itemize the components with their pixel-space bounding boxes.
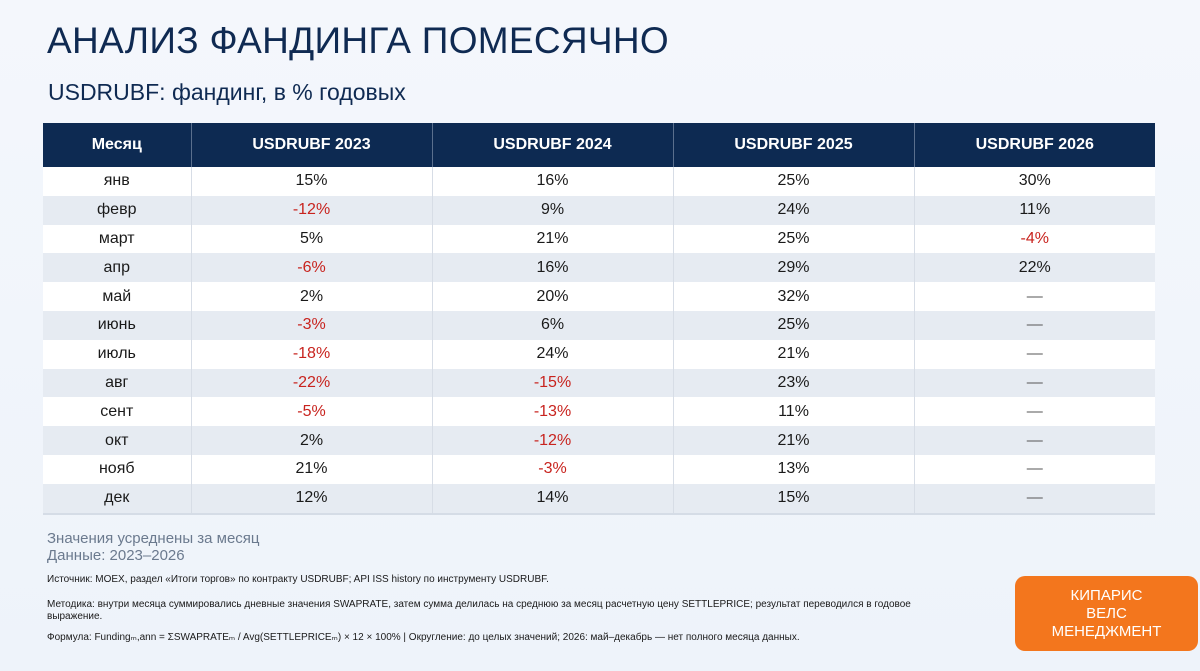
table-row: сент -5% -13% 11% — [43,397,1155,427]
funding-value-cell: — [914,454,1155,484]
funding-value-cell: 21% [673,339,915,369]
funding-value-cell: 11% [673,397,915,427]
funding-value-cell: -18% [191,339,433,369]
funding-value-cell: 15% [191,167,433,196]
funding-value-cell: 20% [432,282,674,311]
funding-value-cell: 11% [914,195,1155,225]
funding-value-cell: — [914,339,1155,369]
table-row: апр -6% 16% 29% 22% [43,253,1155,283]
month-cell: февр [43,195,192,225]
funding-value-cell: — [914,368,1155,398]
funding-value-cell: 25% [673,224,915,254]
table-row: февр -12% 9% 24% 11% [43,195,1155,225]
company-logo: КИПАРИС ВЕЛС МЕНЕДЖМЕНТ [1015,576,1198,651]
table-row: июль -18% 24% 21% — [43,339,1155,369]
month-cell: май [43,282,192,311]
funding-value-cell: 30% [914,167,1155,196]
column-header-2026: USDRUBF 2026 [914,123,1155,167]
funding-value-cell: 6% [432,310,674,340]
month-cell: апр [43,253,192,283]
funding-value-cell: -3% [191,310,433,340]
funding-value-cell: -6% [191,253,433,283]
funding-value-cell: 21% [432,224,674,254]
funding-value-cell: — [914,282,1155,311]
column-header-2023: USDRUBF 2023 [191,123,433,167]
funding-value-cell: 13% [673,454,915,484]
page-title: АНАЛИЗ ФАНДИНГА ПОМЕСЯЧНО [47,20,669,61]
data-range-note: Данные: 2023–2026 [47,547,185,564]
month-cell: окт [43,426,192,455]
table-row: авг -22% -15% 23% — [43,368,1155,398]
column-header-month: Месяц [43,123,192,167]
logo-line-1: КИПАРИС [1070,586,1143,604]
table-header-row: Месяц USDRUBF 2023 USDRUBF 2024 USDRUBF … [43,123,1155,167]
funding-value-cell: — [914,483,1155,513]
funding-value-cell: -15% [432,368,674,398]
funding-value-cell: -5% [191,397,433,427]
funding-value-cell: 22% [914,253,1155,283]
averaging-note: Значения усреднены за месяц [47,530,260,547]
funding-value-cell: 29% [673,253,915,283]
funding-value-cell: -12% [191,195,433,225]
funding-table-container: Месяц USDRUBF 2023 USDRUBF 2024 USDRUBF … [43,123,1155,515]
funding-value-cell: 32% [673,282,915,311]
funding-value-cell: 14% [432,483,674,513]
funding-value-cell: 25% [673,310,915,340]
table-row: нояб 21% -3% 13% — [43,454,1155,484]
funding-value-cell: — [914,310,1155,340]
funding-value-cell: 2% [191,426,433,455]
funding-value-cell: 2% [191,282,433,311]
funding-value-cell: 12% [191,483,433,513]
logo-line-3: МЕНЕДЖМЕНТ [1051,622,1162,640]
table-row: янв 15% 16% 25% 30% [43,167,1155,196]
funding-value-cell: — [914,426,1155,455]
formula-note: Формула: Fundingₘ,ann = ΣSWAPRATEₘ / Avg… [47,632,800,643]
page-subtitle: USDRUBF: фандинг, в % годовых [48,79,406,105]
funding-value-cell: 21% [673,426,915,455]
funding-table: Месяц USDRUBF 2023 USDRUBF 2024 USDRUBF … [43,123,1155,513]
funding-value-cell: 16% [432,253,674,283]
funding-value-cell: -3% [432,454,674,484]
table-row: март 5% 21% 25% -4% [43,224,1155,254]
column-header-2024: USDRUBF 2024 [432,123,674,167]
funding-value-cell: 9% [432,195,674,225]
funding-value-cell: 25% [673,167,915,196]
month-cell: сент [43,397,192,427]
funding-value-cell: 24% [432,339,674,369]
funding-value-cell: 15% [673,483,915,513]
month-cell: март [43,224,192,254]
table-body: янв 15% 16% 25% 30% февр -12% 9% 24% 11% март 5% 21%… [43,167,1155,513]
month-cell: июнь [43,310,192,340]
month-cell: дек [43,483,192,513]
methodology-note: Методика: внутри месяца суммировались дн… [47,599,911,622]
table-row: окт 2% -12% 21% — [43,426,1155,455]
month-cell: авг [43,368,192,398]
funding-value-cell: 5% [191,224,433,254]
table-row: дек 12% 14% 15% — [43,483,1155,513]
funding-value-cell: 21% [191,454,433,484]
funding-value-cell: 16% [432,167,674,196]
table-row: май 2% 20% 32% — [43,282,1155,311]
column-header-2025: USDRUBF 2025 [673,123,915,167]
table-row: июнь -3% 6% 25% — [43,310,1155,340]
funding-value-cell: 23% [673,368,915,398]
logo-line-2: ВЕЛС [1086,604,1127,622]
source-note: Источник: MOEX, раздел «Итоги торгов» по… [47,574,549,585]
funding-value-cell: 24% [673,195,915,225]
funding-value-cell: -4% [914,224,1155,254]
month-cell: янв [43,167,192,196]
funding-value-cell: — [914,397,1155,427]
month-cell: июль [43,339,192,369]
month-cell: нояб [43,454,192,484]
funding-value-cell: -12% [432,426,674,455]
funding-value-cell: -22% [191,368,433,398]
funding-value-cell: -13% [432,397,674,427]
